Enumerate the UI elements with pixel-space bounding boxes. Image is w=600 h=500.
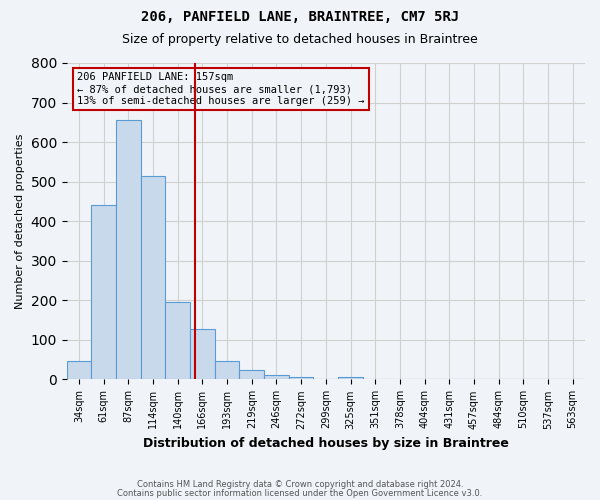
Bar — [215, 361, 239, 380]
Text: Size of property relative to detached houses in Braintree: Size of property relative to detached ho… — [122, 32, 478, 46]
Y-axis label: Number of detached properties: Number of detached properties — [15, 134, 25, 309]
X-axis label: Distribution of detached houses by size in Braintree: Distribution of detached houses by size … — [143, 437, 509, 450]
Bar — [239, 370, 264, 380]
Text: Contains public sector information licensed under the Open Government Licence v3: Contains public sector information licen… — [118, 488, 482, 498]
Bar — [116, 120, 141, 380]
Text: 206, PANFIELD LANE, BRAINTREE, CM7 5RJ: 206, PANFIELD LANE, BRAINTREE, CM7 5RJ — [141, 10, 459, 24]
Bar — [190, 329, 215, 380]
Bar — [338, 376, 363, 380]
Bar — [141, 176, 166, 380]
Bar — [67, 361, 91, 380]
Text: Contains HM Land Registry data © Crown copyright and database right 2024.: Contains HM Land Registry data © Crown c… — [137, 480, 463, 489]
Bar — [264, 376, 289, 380]
Bar — [166, 302, 190, 380]
Bar — [289, 376, 313, 380]
Text: 206 PANFIELD LANE: 157sqm
← 87% of detached houses are smaller (1,793)
13% of se: 206 PANFIELD LANE: 157sqm ← 87% of detac… — [77, 72, 365, 106]
Bar — [91, 206, 116, 380]
